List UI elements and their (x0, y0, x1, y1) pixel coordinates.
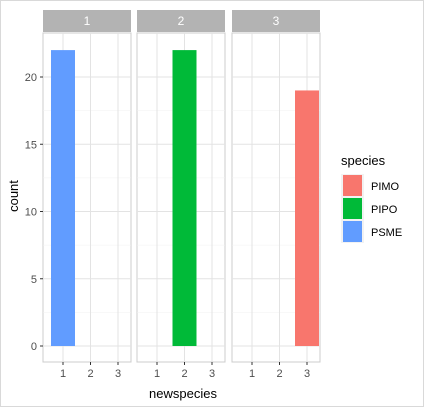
y-tick-label: 0 (31, 341, 37, 353)
facet-strip-3 (232, 10, 320, 32)
legend-key-psme[interactable] (343, 221, 362, 242)
x-axis-title: newspecies (149, 386, 217, 401)
x-tick-label: 2 (181, 368, 187, 380)
bar-pipo[interactable] (172, 50, 197, 346)
legend-key-pimo[interactable] (343, 175, 362, 196)
bar-psme[interactable] (51, 50, 75, 346)
y-tick-label: 20 (25, 72, 37, 84)
x-tick-label: 3 (115, 368, 121, 380)
legend-label-pipo: PIPO (371, 204, 398, 216)
y-tick-label: 15 (25, 139, 37, 151)
facet-strip-2 (137, 10, 225, 32)
legend-label-pimo: PIMO (371, 181, 400, 193)
facet-strip-label: 2 (178, 14, 185, 28)
x-tick-label: 1 (60, 368, 66, 380)
y-tick-label: 10 (25, 207, 37, 219)
legend-title: species (341, 153, 386, 168)
facet-strip-1 (43, 10, 131, 32)
bar-pimo[interactable] (295, 90, 319, 346)
facet-strip-label: 3 (273, 14, 280, 28)
x-tick-label: 3 (209, 368, 215, 380)
x-tick-label: 2 (276, 368, 282, 380)
x-tick-label: 1 (249, 368, 255, 380)
x-tick-label: 2 (87, 368, 93, 380)
x-tick-label: 1 (154, 368, 160, 380)
y-axis-title: count (6, 180, 21, 212)
legend-label-psme: PSME (371, 227, 402, 239)
x-tick-label: 3 (304, 368, 310, 380)
facet-strip-label: 1 (84, 14, 91, 28)
y-tick-label: 5 (31, 274, 37, 286)
legend-key-pipo[interactable] (343, 198, 362, 219)
